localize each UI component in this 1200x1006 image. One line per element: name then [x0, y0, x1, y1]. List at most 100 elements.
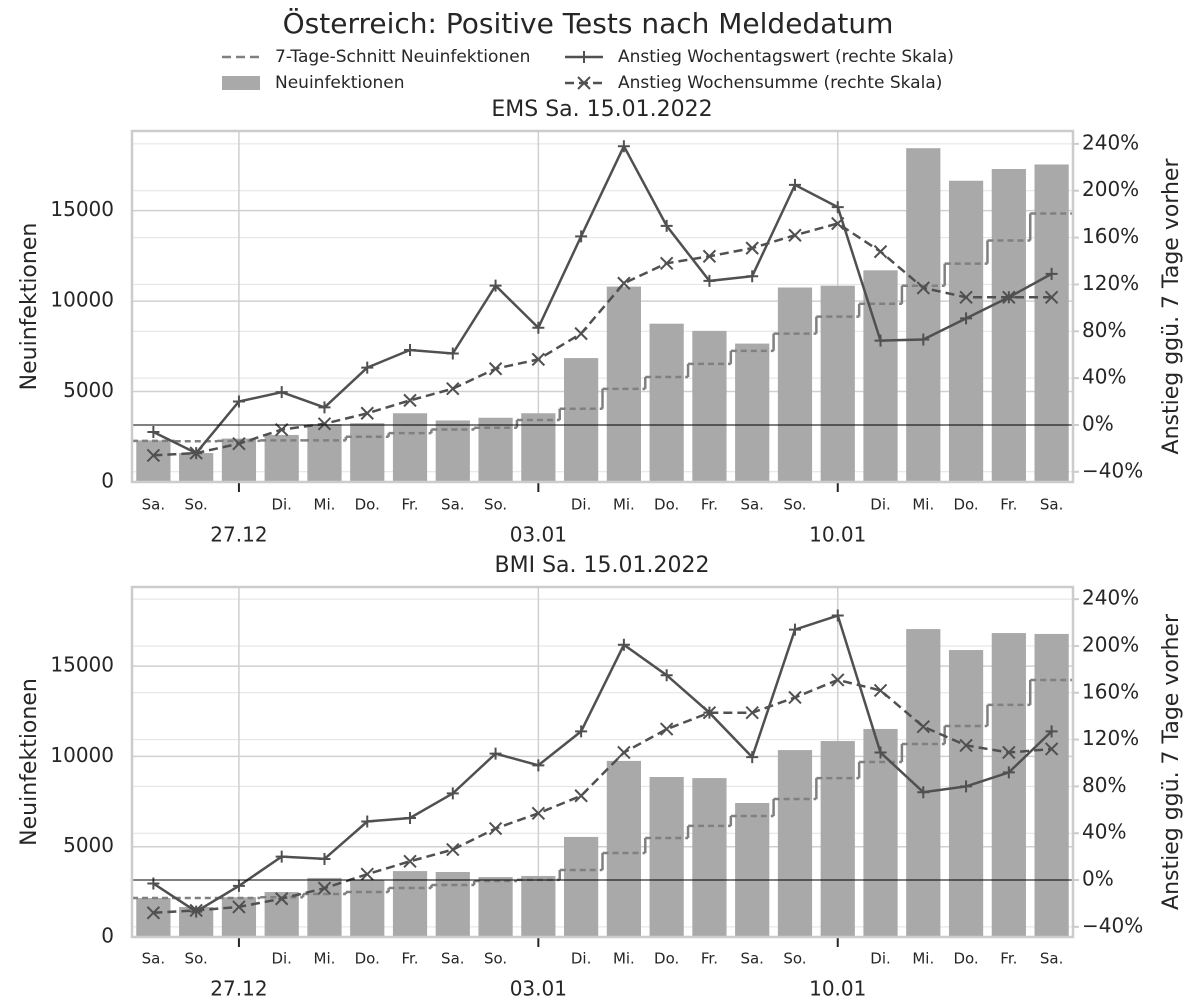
line-marker [232, 395, 245, 408]
line-marker [788, 178, 801, 191]
line-series [153, 222, 1052, 457]
line-marker [746, 270, 759, 283]
x-tick-label: Sa. [441, 496, 464, 514]
line-marker [189, 903, 203, 918]
bar [735, 343, 770, 482]
bar [649, 323, 684, 482]
y2-tick-label: 80% [1082, 773, 1126, 797]
line-marker [275, 850, 288, 863]
line-series: Anstieg Wochensumme (rechte Skala) [153, 678, 1052, 915]
line-marker [489, 747, 502, 760]
x-major-label: 27.12 [210, 523, 267, 547]
line-marker [404, 344, 417, 357]
x-tick-label: Fr. [1000, 950, 1017, 968]
line-marker [574, 789, 588, 803]
x-tick-label: Sa. [740, 496, 763, 514]
bar [777, 287, 813, 482]
line-marker [446, 347, 459, 360]
x-tick-label: Mi. [912, 496, 934, 514]
line-marker [617, 638, 630, 651]
line-marker [318, 401, 331, 414]
y2-axis-label: Anstieg ggü. 7 Tage vorher [1159, 613, 1184, 910]
x-tick-label: Sa. [1040, 950, 1063, 968]
line-marker [659, 256, 674, 271]
y-tick-label: 10000 [50, 743, 114, 767]
line-marker [275, 386, 288, 399]
line-marker [317, 417, 332, 431]
bar [820, 285, 855, 482]
y2-axis-label: Anstieg ggü. 7 Tage vorher [1159, 158, 1184, 455]
x-tick-label: Fr. [701, 496, 718, 514]
x-tick-label: Di. [571, 496, 592, 514]
y2-tick-label: 40% [1082, 820, 1126, 844]
y2-tick-label: 200% [1082, 177, 1139, 201]
line-marker [574, 326, 588, 341]
line-marker [617, 276, 631, 290]
line-marker [232, 879, 245, 892]
line-marker [617, 140, 630, 153]
line-marker [189, 446, 203, 460]
x-major-label: 03.01 [510, 977, 567, 1001]
bar [264, 434, 299, 482]
bar [649, 776, 684, 937]
y2-tick-label: 0% [1082, 411, 1114, 435]
legend-label: Anstieg Wochensumme (rechte Skala) [618, 73, 942, 93]
line-marker [916, 281, 931, 295]
bar [692, 330, 727, 482]
bar [136, 440, 171, 482]
line-marker [874, 334, 887, 347]
line-marker [146, 906, 161, 920]
bar: Neuinfektionen [136, 897, 171, 937]
line-marker [1044, 290, 1059, 305]
line-marker [917, 786, 930, 799]
x-tick-label: Do. [654, 950, 679, 968]
line-marker [746, 751, 759, 764]
bar [564, 836, 599, 937]
x-tick-label: So. [484, 496, 507, 514]
line-marker [360, 406, 374, 420]
legend-label: Neuinfektionen [275, 73, 405, 93]
x-tick-label: Di. [870, 950, 891, 968]
subplot-title: BMI Sa. 15.01.2022 [495, 553, 710, 578]
line-marker [446, 381, 460, 396]
line-marker [660, 219, 673, 232]
bar [350, 879, 385, 937]
line-marker [702, 705, 717, 720]
subplot-title: EMS Sa. 15.01.2022 [491, 97, 712, 122]
line-series: Anstieg Wochentagswert (rechte Skala) [152, 614, 1053, 914]
line-marker [917, 333, 930, 346]
line-marker [960, 780, 973, 793]
line-marker [317, 881, 332, 895]
x-tick-label: Do. [355, 496, 380, 514]
x-tick-label: Mi. [912, 950, 934, 968]
line-marker [1045, 725, 1058, 738]
legend-label: Anstieg Wochentagswert (rechte Skala) [618, 47, 954, 67]
line-marker [488, 362, 503, 376]
line-marker [446, 787, 459, 800]
line-marker [532, 321, 545, 334]
line-marker [1002, 290, 1016, 305]
x-tick-label: So. [783, 496, 806, 514]
y-tick-label: 5000 [63, 833, 114, 857]
line-series [152, 143, 1053, 455]
x-tick-label: Do. [953, 950, 978, 968]
line-marker [232, 900, 246, 914]
x-tick-label: Fr. [401, 496, 418, 514]
line-marker [404, 811, 417, 824]
line-marker [1045, 267, 1058, 280]
y2-tick-label: 0% [1082, 867, 1114, 891]
line-marker [531, 352, 546, 367]
line-marker [1002, 745, 1016, 760]
x-major-label: 27.12 [210, 977, 267, 1001]
bar [948, 650, 984, 937]
line-marker [788, 228, 802, 242]
line-marker [874, 746, 887, 759]
legend-marker [578, 51, 590, 63]
line-marker [575, 230, 588, 243]
line-marker [403, 854, 417, 868]
line-marker [1044, 742, 1059, 756]
plot-frame [130, 585, 1075, 939]
x-major-label: 10.01 [809, 523, 866, 547]
bar [863, 728, 898, 937]
y2-tick-label: 80% [1082, 318, 1126, 342]
